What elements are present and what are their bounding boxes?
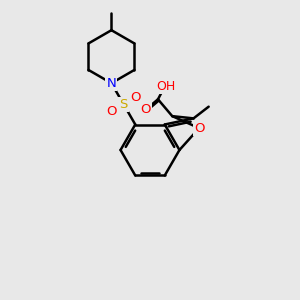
Text: O: O <box>194 122 204 135</box>
Text: O: O <box>194 122 204 135</box>
Text: OH: OH <box>157 80 176 93</box>
Text: O: O <box>140 103 151 116</box>
Text: O: O <box>106 105 116 118</box>
Text: O: O <box>130 91 141 103</box>
Text: S: S <box>119 98 128 111</box>
Text: N: N <box>106 77 116 90</box>
Text: N: N <box>106 77 116 90</box>
